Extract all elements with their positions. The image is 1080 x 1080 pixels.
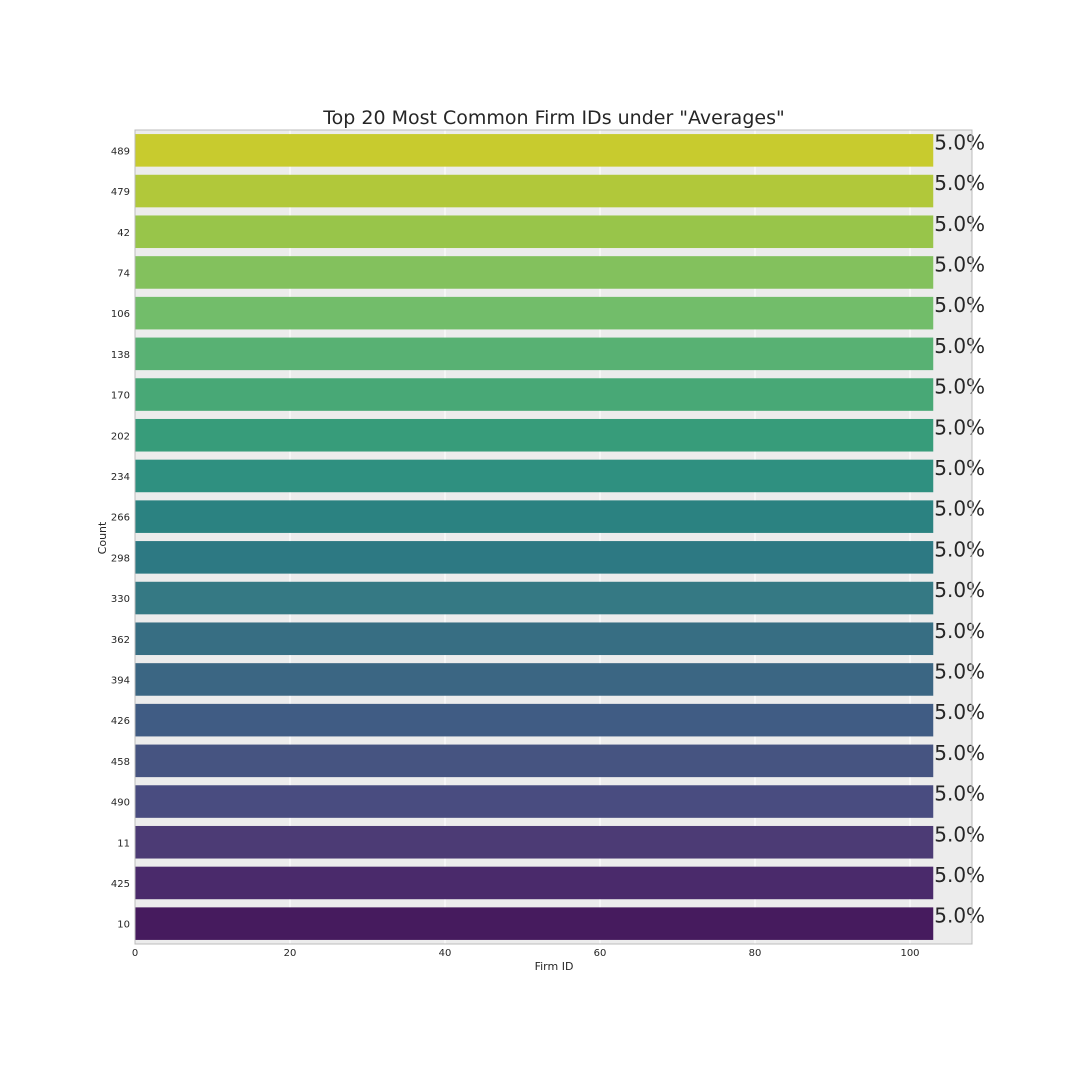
y-tick-label: 202 bbox=[111, 431, 130, 442]
bar-74 bbox=[135, 256, 934, 289]
data-label: 5.0% bbox=[934, 904, 985, 928]
y-tick-label: 362 bbox=[111, 635, 130, 646]
y-tick-labels: 489 479 42 74 106 138 170 202 234 266 298 330 362 394… bbox=[111, 146, 130, 930]
x-tick-label: 40 bbox=[439, 948, 452, 959]
y-tick-label: 394 bbox=[111, 675, 130, 686]
x-tick-label: 0 bbox=[132, 948, 138, 959]
bar-11 bbox=[135, 825, 934, 859]
chart-title: Top 20 Most Common Firm IDs under "Avera… bbox=[322, 107, 784, 129]
data-label: 5.0% bbox=[934, 619, 985, 643]
data-label: 5.0% bbox=[934, 375, 985, 399]
x-tick-label: 20 bbox=[284, 948, 297, 959]
data-label: 5.0% bbox=[934, 212, 985, 236]
bar-330 bbox=[135, 581, 934, 615]
bar-394 bbox=[135, 663, 934, 696]
y-tick-label: 138 bbox=[111, 350, 130, 361]
y-tick-label: 11 bbox=[117, 838, 130, 849]
data-label: 5.0% bbox=[934, 252, 985, 276]
bar-138 bbox=[135, 337, 934, 371]
x-tick-labels: 0 20 40 60 80 100 bbox=[132, 948, 920, 959]
data-label: 5.0% bbox=[934, 578, 985, 602]
data-label: 5.0% bbox=[934, 130, 985, 154]
y-tick-label: 298 bbox=[111, 553, 130, 564]
y-tick-label: 479 bbox=[111, 187, 130, 198]
x-tick-label: 60 bbox=[594, 948, 607, 959]
x-tick-label: 100 bbox=[900, 948, 919, 959]
y-tick-label: 10 bbox=[117, 920, 130, 931]
bar-362 bbox=[135, 622, 934, 656]
y-tick-label: 106 bbox=[111, 309, 130, 320]
bar-170 bbox=[135, 378, 934, 411]
data-label: 5.0% bbox=[934, 782, 985, 806]
bar-106 bbox=[135, 296, 934, 330]
y-tick-label: 266 bbox=[111, 513, 130, 524]
y-tick-label: 234 bbox=[111, 472, 130, 483]
data-labels: 5.0% 5.0% 5.0% 5.0% 5.0% 5.0% 5.0% 5.0% 5.0% 5.0%… bbox=[934, 130, 985, 927]
data-label: 5.0% bbox=[934, 822, 985, 846]
bar-490 bbox=[135, 785, 934, 818]
y-tick-label: 458 bbox=[111, 757, 130, 768]
bar-426 bbox=[135, 703, 934, 737]
y-tick-label: 425 bbox=[111, 879, 130, 890]
data-label: 5.0% bbox=[934, 293, 985, 317]
data-label: 5.0% bbox=[934, 863, 985, 887]
bar-425 bbox=[135, 866, 934, 900]
bar-234 bbox=[135, 459, 934, 493]
bar-458 bbox=[135, 744, 934, 778]
plot-frame bbox=[134, 129, 973, 945]
bar-298 bbox=[135, 541, 934, 574]
y-tick-label: 426 bbox=[111, 716, 130, 727]
bar-42 bbox=[135, 215, 934, 249]
data-label: 5.0% bbox=[934, 415, 985, 439]
bar-10 bbox=[135, 907, 934, 940]
data-label: 5.0% bbox=[934, 456, 985, 480]
y-tick-label: 330 bbox=[111, 594, 130, 605]
x-axis-label: Firm ID bbox=[535, 960, 574, 973]
data-label: 5.0% bbox=[934, 497, 985, 521]
data-label: 5.0% bbox=[934, 171, 985, 195]
bar-266 bbox=[135, 500, 934, 533]
y-tick-label: 74 bbox=[117, 268, 130, 279]
y-tick-label: 490 bbox=[111, 798, 130, 809]
bar-202 bbox=[135, 418, 934, 452]
y-tick-label: 170 bbox=[111, 391, 130, 402]
data-label: 5.0% bbox=[934, 659, 985, 683]
y-tick-label: 489 bbox=[111, 146, 130, 157]
plot-background bbox=[135, 130, 972, 944]
bar-489 bbox=[135, 134, 934, 167]
data-label: 5.0% bbox=[934, 700, 985, 724]
bars bbox=[135, 134, 934, 940]
x-tick-label: 80 bbox=[749, 948, 762, 959]
y-axis-label: Count bbox=[96, 521, 109, 554]
data-label: 5.0% bbox=[934, 334, 985, 358]
data-label: 5.0% bbox=[934, 537, 985, 561]
data-label: 5.0% bbox=[934, 741, 985, 765]
bar-479 bbox=[135, 174, 934, 208]
y-tick-label: 42 bbox=[117, 228, 130, 239]
